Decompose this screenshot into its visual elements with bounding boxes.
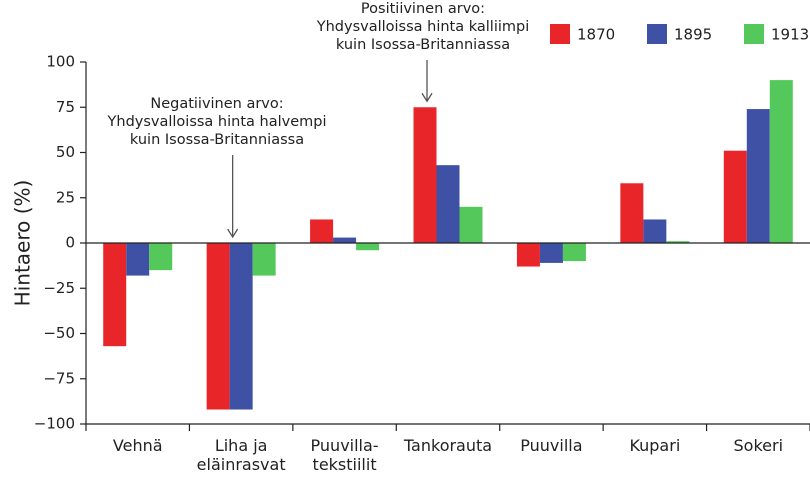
legend-label-1913: 1913	[771, 26, 809, 44]
arrow-head-icon	[421, 92, 433, 103]
category-label: Tankorauta	[403, 436, 492, 455]
bar-1895	[539, 243, 563, 263]
annotation-text: Positiivinen arvo: Yhdysvalloissa hinta k…	[316, 1, 530, 53]
y-tick-label: −100	[34, 415, 75, 433]
y-tick-label: 25	[56, 188, 75, 206]
category-label: Puuvilla	[520, 436, 582, 455]
legend-swatch-1870	[550, 24, 570, 44]
bar-1870	[723, 150, 747, 243]
y-tick-label: −25	[43, 279, 75, 297]
bar-1870	[103, 243, 127, 347]
bar-1913	[356, 243, 380, 251]
bar-1895	[746, 109, 770, 243]
bar-1913	[769, 80, 793, 243]
bar-1913	[459, 206, 483, 243]
y-tick-label: 100	[46, 53, 75, 71]
bar-1870	[206, 243, 230, 410]
bar-1870	[310, 219, 334, 243]
bar-1895	[126, 243, 150, 276]
bar-1870	[516, 243, 540, 267]
bar-1895	[333, 237, 357, 243]
legend-label-1870: 1870	[577, 26, 615, 44]
y-tick-label: 75	[56, 98, 75, 116]
category-label: Sokeri	[734, 436, 784, 455]
category-label: Puuvilla-tekstiilit	[311, 436, 379, 474]
y-tick-label: 0	[65, 234, 75, 252]
category-label: Vehnä	[113, 436, 163, 455]
category-label: Kupari	[629, 436, 680, 455]
legend-swatch-1913	[744, 24, 764, 44]
annotation-text: Negatiivinen arvo: Yhdysvalloissa hinta h…	[107, 96, 327, 148]
bar-1895	[229, 243, 253, 410]
y-tick-label: −50	[43, 324, 75, 342]
legend-label-1895: 1895	[674, 26, 712, 44]
arrow-head-icon	[227, 228, 239, 239]
y-tick-label: 50	[56, 143, 75, 161]
legend-swatch-1895	[647, 24, 667, 44]
bar-1870	[620, 183, 644, 243]
bar-1895	[436, 165, 460, 243]
bar-1913	[666, 241, 690, 243]
bar-1895	[643, 219, 667, 243]
bar-1913	[562, 243, 586, 262]
bar-1870	[413, 107, 437, 243]
y-tick-label: −75	[43, 369, 75, 387]
bar-1913	[252, 243, 276, 276]
bar-1913	[149, 243, 173, 271]
category-label: Liha ja eläinrasvat	[197, 436, 286, 474]
y-axis-title: Hintaero (%)	[11, 180, 35, 307]
